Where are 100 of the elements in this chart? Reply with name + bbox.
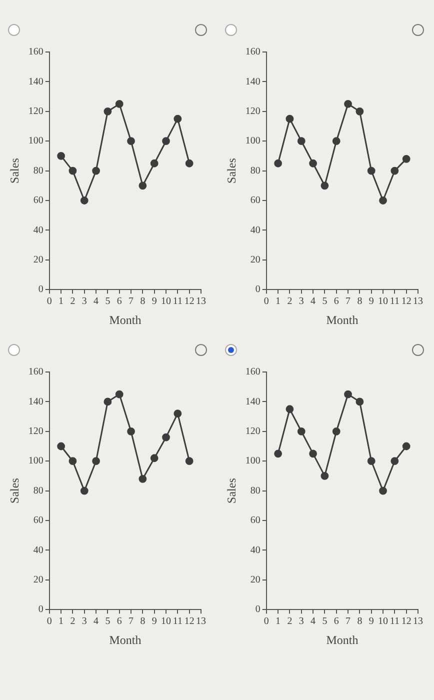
point [150,454,158,462]
point [309,450,317,458]
y-tick-label: 20 [250,254,260,266]
x-tick-label: 8 [357,616,362,628]
x-tick-label: 8 [357,296,362,308]
x-tick-label: 3 [82,616,87,628]
y-tick-label: 0 [255,604,260,616]
point [332,427,340,436]
y-tick-label: 80 [250,165,260,176]
x-tick-label: 13 [196,296,206,308]
y-axis-title: Sales [224,478,238,504]
point [174,114,182,123]
point [185,457,194,466]
point [356,398,364,406]
x-tick-label: 0 [264,296,269,308]
x-tick-label: 4 [94,616,99,628]
y-tick-label: 0 [38,604,44,616]
x-tick-label: 9 [152,296,157,308]
y-tick-label: 140 [245,76,260,88]
y-tick-label: 60 [33,515,44,526]
y-tick-label: 60 [33,195,44,206]
point [320,472,329,480]
y-tick-label: 40 [250,544,260,556]
point [367,457,376,466]
x-tick-label: 9 [368,296,374,308]
y-tick-label: 160 [245,366,260,378]
y-tick-label: 100 [245,456,260,467]
x-tick-label: 5 [105,616,110,628]
point [57,152,66,160]
x-tick-label: 2 [287,616,292,628]
x-tick-label: 12 [184,616,194,628]
x-tick-label: 6 [116,296,122,308]
x-tick-label: 7 [128,616,134,628]
point [379,486,387,495]
point [115,390,124,398]
point [68,166,77,175]
y-tick-label: 140 [28,76,44,88]
point [379,196,387,204]
point [104,398,112,406]
x-tick-label: 3 [82,296,87,308]
x-tick-label: 6 [116,616,122,628]
x-tick-label: 10 [378,296,388,308]
y-tick-label: 120 [28,426,44,438]
y-tick-label: 40 [33,224,44,236]
point [138,182,147,190]
y-tick-label: 20 [33,574,44,586]
point [150,159,158,168]
x-tick-label: 1 [276,616,281,628]
x-tick-label: 12 [401,296,412,308]
x-tick-label: 4 [310,296,316,308]
y-tick-label: 60 [250,195,260,206]
y-tick-label: 160 [28,366,44,378]
y-tick-label: 100 [245,136,260,147]
point [80,486,88,495]
y-tick-label: 140 [28,396,44,408]
x-tick-label: 10 [378,616,388,628]
y-tick-label: 100 [28,456,44,467]
x-tick-label: 1 [58,616,64,628]
point [68,457,77,466]
point [92,457,100,466]
y-tick-label: 120 [28,106,44,118]
x-tick-label: 3 [298,296,304,308]
x-tick-label: 9 [368,616,374,628]
x-tick-label: 5 [322,296,328,308]
point [92,166,100,175]
point [162,433,170,442]
point [286,114,294,123]
x-tick-label: 11 [172,296,182,308]
x-tick-label: 6 [334,296,339,308]
point [185,159,194,168]
y-tick-label: 120 [245,426,260,438]
point [80,196,88,204]
y-tick-label: 160 [28,46,44,58]
x-tick-label: 13 [196,616,206,628]
x-tick-label: 7 [346,296,351,308]
y-tick-label: 20 [250,574,260,586]
x-tick-label: 5 [322,616,328,628]
y-tick-label: 80 [250,485,260,496]
y-tick-label: 0 [38,284,44,296]
y-axis-title: Sales [7,158,22,184]
x-tick-label: 1 [276,296,281,308]
y-tick-label: 120 [245,106,260,118]
y-axis-title: Sales [7,478,22,504]
x-axis-title: Month [109,312,142,327]
x-tick-label: 13 [413,296,423,308]
x-tick-label: 4 [94,296,99,308]
x-tick-label: 6 [334,616,339,628]
y-tick-label: 40 [250,224,260,236]
y-tick-label: 40 [33,544,44,556]
x-axis-title: Month [109,632,142,647]
y-tick-label: 80 [33,165,44,176]
y-tick-label: 60 [250,515,260,526]
x-tick-label: 0 [46,296,52,308]
point [115,100,124,108]
x-tick-label: 12 [401,616,412,628]
x-tick-label: 8 [140,616,146,628]
x-tick-label: 3 [298,616,304,628]
point [344,100,352,108]
y-axis-title: Sales [224,158,238,184]
x-tick-label: 11 [172,616,182,628]
